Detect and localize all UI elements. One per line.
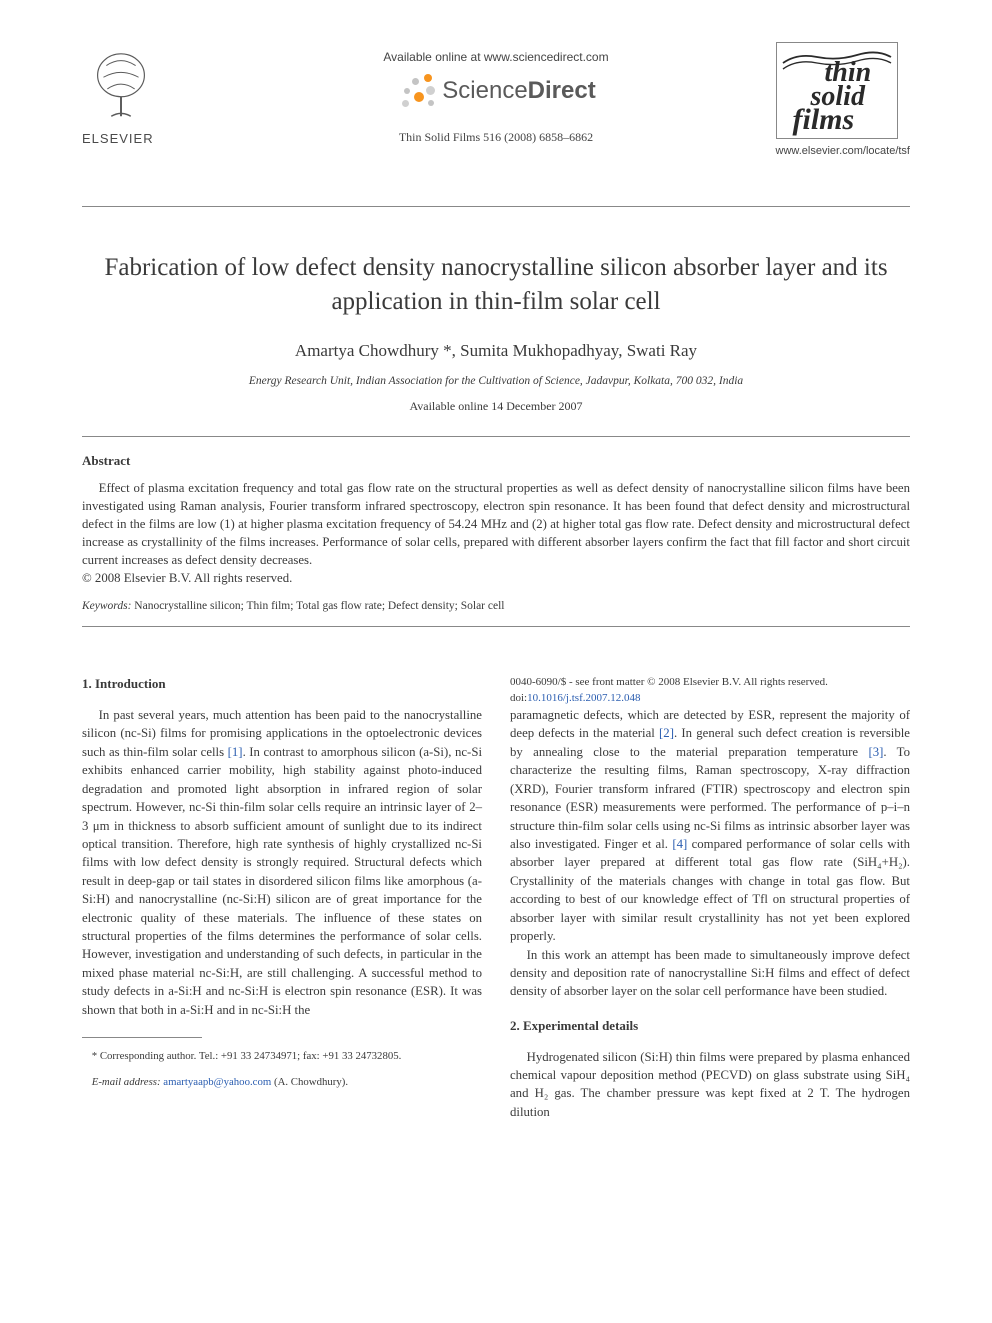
footnote-block: * Corresponding author. Tel.: +91 33 247… (82, 1037, 482, 1090)
ref-link-2[interactable]: [2] (659, 726, 674, 740)
ref-link-1[interactable]: [1] (228, 745, 243, 759)
sciencedirect-logo: ScienceDirect (306, 70, 686, 112)
abstract-text: Effect of plasma excitation frequency an… (82, 479, 910, 570)
ref-link-4[interactable]: [4] (672, 837, 687, 851)
doi-line: doi:10.1016/j.tsf.2007.12.048 (510, 691, 910, 706)
body-columns: 1. Introduction In past several years, m… (82, 675, 910, 1121)
header-center: Available online at www.sciencedirect.co… (306, 50, 686, 145)
journal-header: ELSEVIER Available online at www.science… (82, 48, 910, 207)
email-label: E-mail address: (92, 1076, 161, 1088)
available-date: Available online 14 December 2007 (82, 399, 910, 414)
authors: Amartya Chowdhury *, Sumita Mukhopadhyay… (82, 341, 910, 361)
affiliation: Energy Research Unit, Indian Association… (82, 375, 910, 387)
journal-citation: Thin Solid Films 516 (2008) 6858–6862 (306, 130, 686, 145)
sciencedirect-ball-icon (396, 70, 438, 112)
keywords-label: Keywords: (82, 600, 131, 612)
elsevier-tree-icon (82, 48, 160, 126)
available-online-text: Available online at www.sciencedirect.co… (306, 50, 686, 64)
front-matter-block: 0040-6090/$ - see front matter © 2008 El… (510, 675, 910, 706)
corresponding-footnote: * Corresponding author. Tel.: +91 33 247… (82, 1049, 482, 1064)
page-root: ELSEVIER Available online at www.science… (0, 0, 992, 1161)
keywords: Keywords: Nanocrystalline silicon; Thin … (82, 600, 910, 612)
tsf-films: films (793, 103, 855, 137)
elsevier-label: ELSEVIER (82, 131, 167, 146)
section-experimental-heading: 2. Experimental details (510, 1017, 910, 1036)
rule-below-keywords (82, 626, 910, 627)
section-introduction-heading: 1. Introduction (82, 675, 482, 694)
experimental-paragraph-1: Hydrogenated silicon (Si:H) thin films w… (510, 1048, 910, 1122)
intro-paragraph-1: In past several years, much attention ha… (82, 706, 482, 1019)
abstract-heading: Abstract (82, 453, 910, 469)
abstract-body: Effect of plasma excitation frequency an… (82, 479, 910, 570)
journal-url: www.elsevier.com/locate/tsf (776, 145, 911, 157)
doi-link[interactable]: 10.1016/j.tsf.2007.12.048 (527, 692, 640, 704)
footnote-rule (82, 1037, 202, 1038)
intro-paragraph-1-cont: paramagnetic defects, which are detected… (510, 706, 910, 945)
email-footnote: E-mail address: amartyaapb@yahoo.com (A.… (82, 1075, 482, 1090)
ref-link-3[interactable]: [3] (868, 745, 883, 759)
email-link[interactable]: amartyaapb@yahoo.com (163, 1076, 271, 1088)
email-suffix: (A. Chowdhury). (271, 1076, 348, 1088)
thin-solid-films-logo: thin solid films (776, 42, 898, 139)
sciencedirect-wordmark: ScienceDirect (442, 77, 595, 105)
rule-above-abstract (82, 436, 910, 437)
front-matter: 0040-6090/$ - see front matter © 2008 El… (510, 675, 910, 690)
article-title: Fabrication of low defect density nanocr… (82, 251, 910, 319)
elsevier-logo: ELSEVIER (82, 48, 167, 146)
keywords-list: Nanocrystalline silicon; Thin film; Tota… (131, 600, 504, 612)
header-right: thin solid films www.elsevier.com/locate… (776, 42, 911, 157)
abstract-copyright: © 2008 Elsevier B.V. All rights reserved… (82, 571, 910, 586)
intro-paragraph-2: In this work an attempt has been made to… (510, 946, 910, 1001)
